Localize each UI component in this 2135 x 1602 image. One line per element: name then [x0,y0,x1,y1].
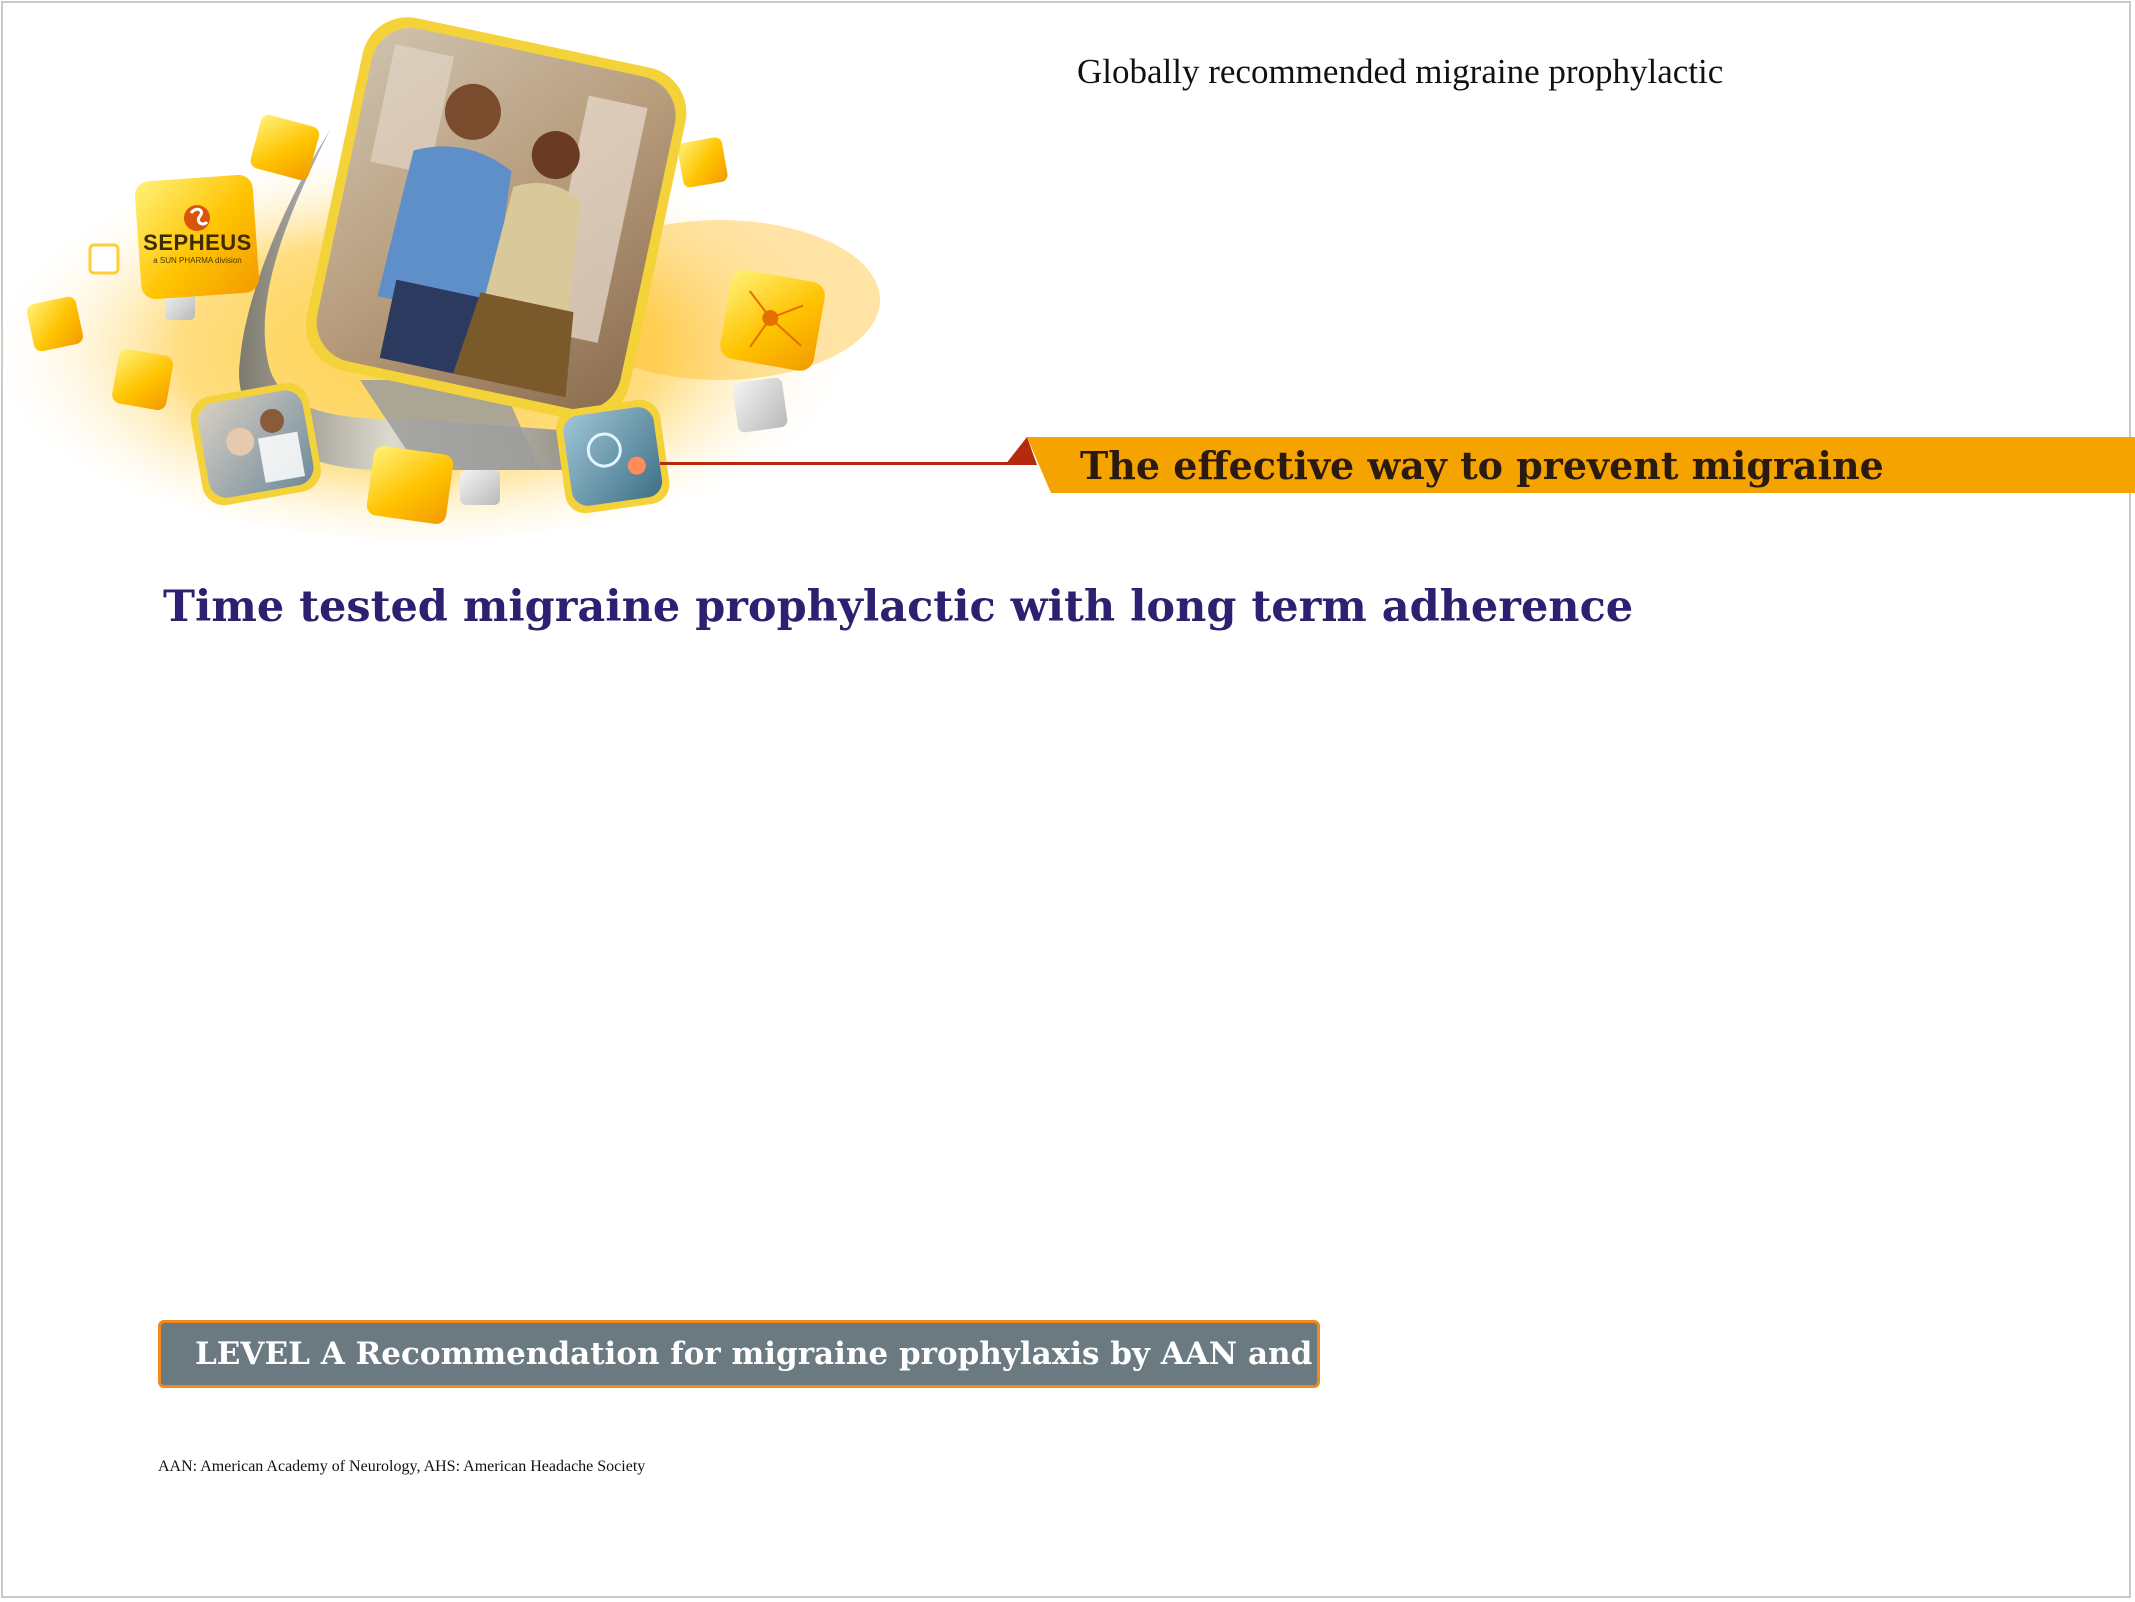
sepheus-logo-icon: SEPHEUS [143,230,252,255]
banner-ribbon [1005,437,2135,493]
footnote: AAN: American Academy of Neurology, AHS:… [158,1458,646,1475]
page-title: Globally recommended migraine prophylact… [1077,52,1724,91]
brand-collage-illustration [0,17,880,540]
recommendation-text: LEVEL A Recommendation for migraine prop… [195,1336,1399,1372]
main-headline: Time tested migraine prophylactic with l… [163,582,1634,632]
banner-connector-line [660,462,1020,465]
recommendation-callout: LEVEL A Recommendation for migraine prop… [158,1320,1399,1388]
logo-tagline: a SUN PHARMA division [153,256,242,265]
banner-text: The effective way to prevent migraine [1080,443,1884,488]
